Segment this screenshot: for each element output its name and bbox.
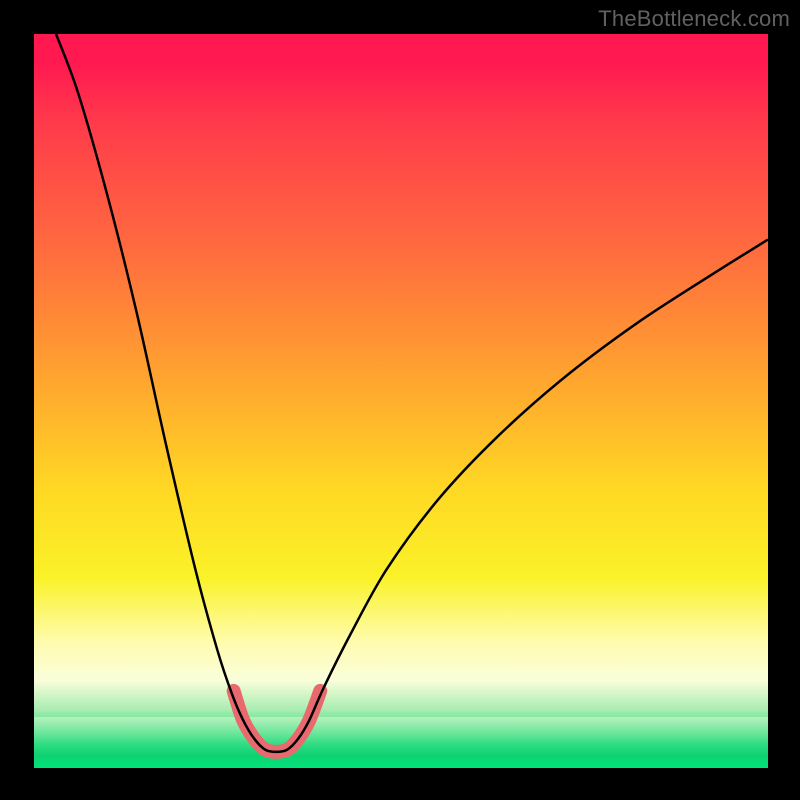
curve-line bbox=[56, 34, 768, 752]
plot-area bbox=[34, 34, 768, 768]
chart-container: TheBottleneck.com bbox=[0, 0, 800, 800]
curve-svg bbox=[34, 34, 768, 768]
watermark-text: TheBottleneck.com bbox=[598, 6, 790, 32]
curve-highlight bbox=[234, 691, 321, 752]
